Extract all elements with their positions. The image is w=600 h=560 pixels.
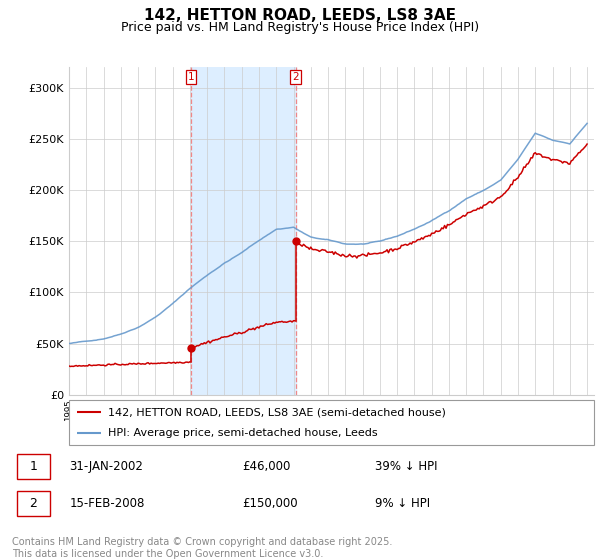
Text: Contains HM Land Registry data © Crown copyright and database right 2025.
This d: Contains HM Land Registry data © Crown c… — [12, 537, 392, 559]
Text: £150,000: £150,000 — [242, 497, 298, 510]
Text: 15-FEB-2008: 15-FEB-2008 — [70, 497, 145, 510]
Text: 1: 1 — [188, 72, 194, 82]
Text: HPI: Average price, semi-detached house, Leeds: HPI: Average price, semi-detached house,… — [109, 428, 378, 438]
FancyBboxPatch shape — [69, 400, 594, 445]
Text: 2: 2 — [292, 72, 299, 82]
Text: 9% ↓ HPI: 9% ↓ HPI — [375, 497, 430, 510]
Text: £46,000: £46,000 — [242, 460, 291, 473]
FancyBboxPatch shape — [17, 454, 50, 479]
Text: 1: 1 — [29, 460, 37, 473]
Text: 2: 2 — [29, 497, 37, 510]
Text: 31-JAN-2002: 31-JAN-2002 — [70, 460, 143, 473]
Text: 142, HETTON ROAD, LEEDS, LS8 3AE: 142, HETTON ROAD, LEEDS, LS8 3AE — [144, 8, 456, 24]
Text: 39% ↓ HPI: 39% ↓ HPI — [375, 460, 437, 473]
Text: Price paid vs. HM Land Registry's House Price Index (HPI): Price paid vs. HM Land Registry's House … — [121, 21, 479, 34]
FancyBboxPatch shape — [17, 491, 50, 516]
Text: 142, HETTON ROAD, LEEDS, LS8 3AE (semi-detached house): 142, HETTON ROAD, LEEDS, LS8 3AE (semi-d… — [109, 408, 446, 418]
Bar — [191, 67, 296, 395]
